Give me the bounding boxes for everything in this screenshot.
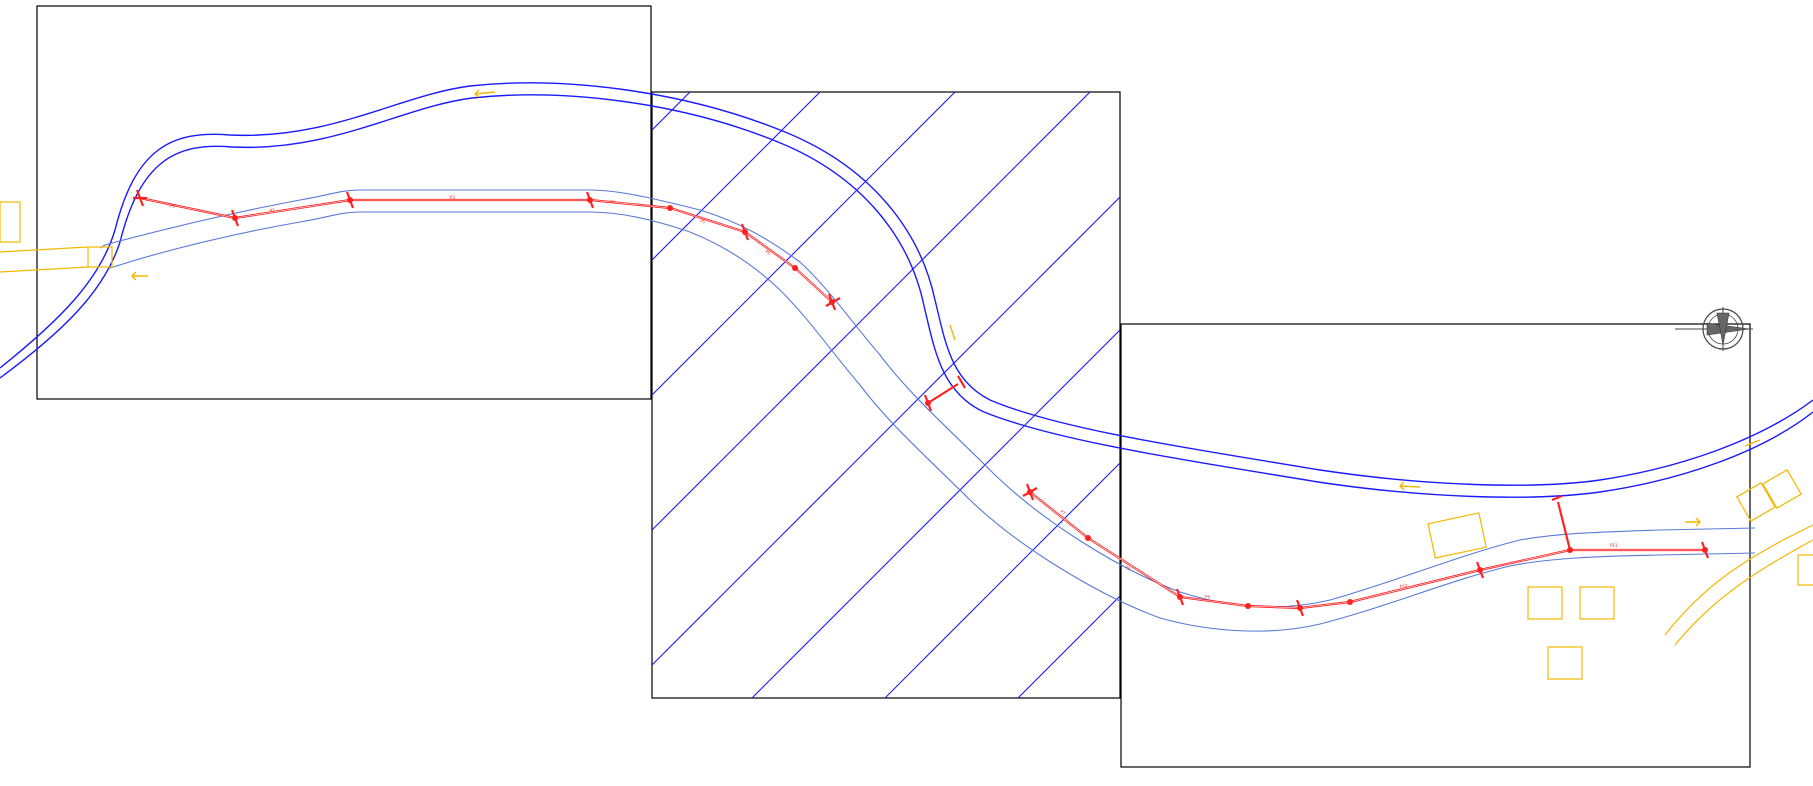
svg-text:P10: P10 [1399,582,1408,589]
svg-text:P11: P11 [1610,543,1618,548]
river [0,82,1813,498]
junction-marks [133,189,1710,617]
segment-labels: P1 P2 P3 P4 P5 P6 P7 P8 P9 P10 P11 [170,195,1618,599]
north-arrow-icon [1675,307,1753,351]
sewer-pipeline: P1 P2 P3 P4 P5 P6 P7 P8 P9 P10 P11 [133,189,1710,617]
svg-text:P2: P2 [269,207,275,213]
sheet-frame-3 [1120,323,1751,768]
hatched-area [652,92,1120,698]
existing-features [0,89,1813,680]
svg-text:P5: P5 [700,218,707,224]
sheet-frame-2 [651,91,1121,699]
svg-text:P4: P4 [610,199,616,205]
svg-text:P1: P1 [170,203,176,209]
sheet-frame-1 [36,5,652,400]
svg-text:P8: P8 [1124,565,1131,572]
road-corridor [99,189,1756,632]
structure-box [87,246,113,268]
svg-text:P3: P3 [450,195,455,200]
svg-text:P7: P7 [1059,509,1066,516]
svg-text:P6: P6 [764,249,771,256]
svg-text:P9: P9 [1205,594,1211,599]
